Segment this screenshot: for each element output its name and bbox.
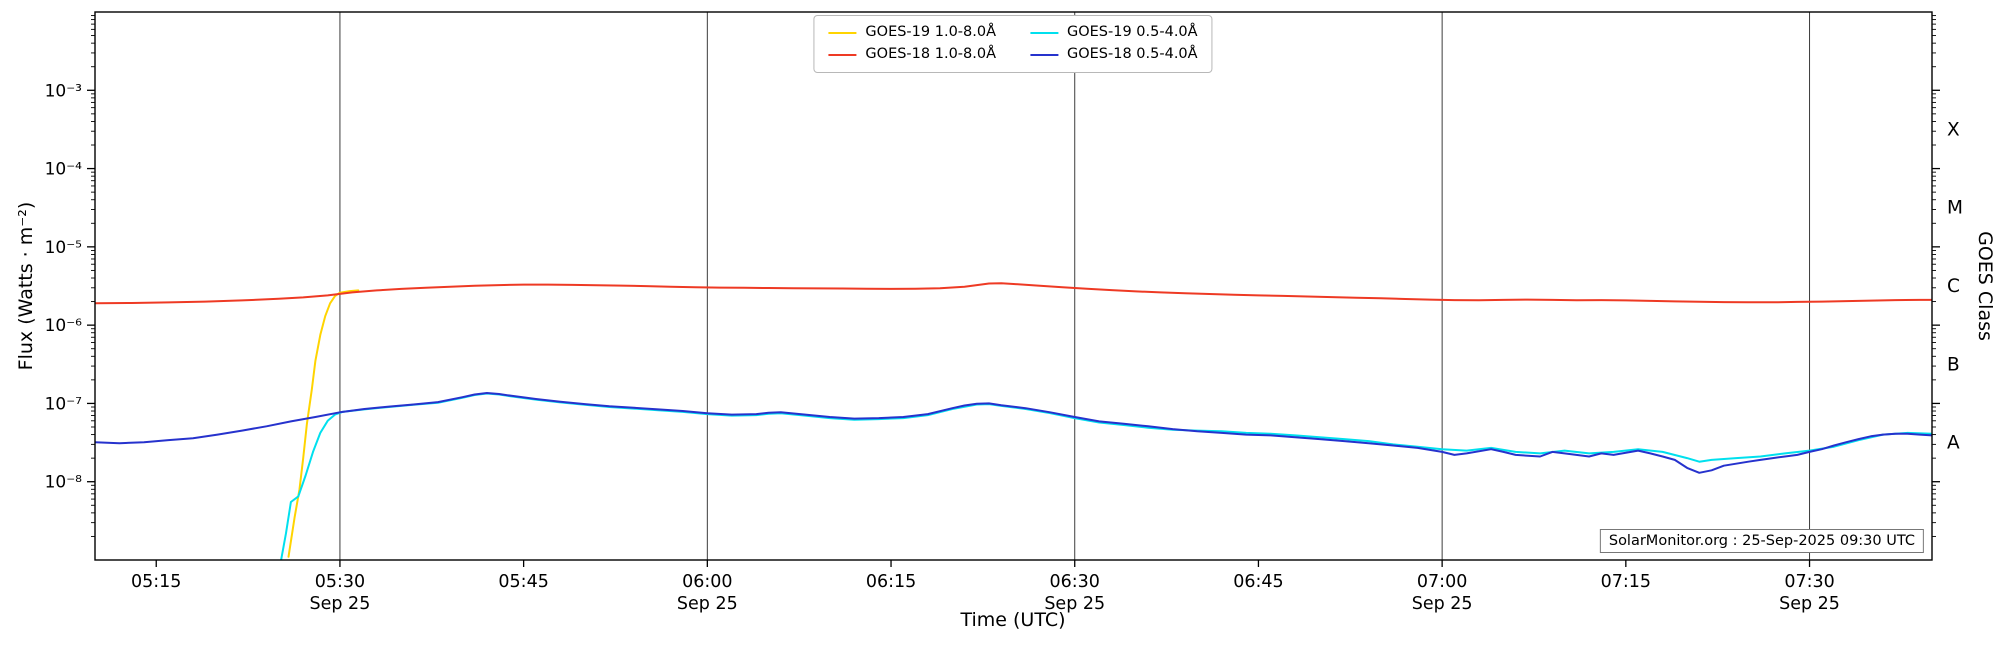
legend-label: GOES-18 1.0-8.0Å [865, 45, 996, 62]
x-tick-label: 07:15 [1601, 572, 1651, 592]
legend-item-3: GOES-18 0.5-4.0Å [1030, 45, 1198, 63]
goes-class-label-c: C [1947, 276, 1960, 297]
x-axis-label-time: Time (UTC) [960, 609, 1066, 631]
x-tick-label: 07:00 [1417, 572, 1467, 592]
x-tick-date-label: Sep 25 [310, 594, 371, 614]
y-tick-label: 10⁻⁷ [45, 394, 83, 414]
plot-border [94, 11, 1933, 561]
y-axis-label-goes-class: GOES Class [1974, 231, 1996, 341]
x-tick-label: 06:30 [1050, 572, 1100, 592]
legend-item-0: GOES-19 1.0-8.0Å [828, 24, 996, 41]
x-tick-date-label: Sep 25 [1044, 594, 1105, 614]
x-tick-label: 05:45 [498, 572, 548, 592]
series-line-goes-19-1-0-8-0a [287, 289, 360, 558]
x-tick-date-label: Sep 25 [677, 594, 738, 614]
goes-class-label-x: X [1947, 119, 1960, 140]
x-tick-label: 06:45 [1233, 572, 1283, 592]
legend-label: GOES-19 0.5-4.0Å [1067, 24, 1198, 40]
x-tick-label: 05:30 [315, 572, 365, 592]
legend-line-swatch [1030, 53, 1058, 56]
legend-line-swatch [828, 53, 857, 56]
y-tick-label: 10⁻⁶ [45, 316, 83, 336]
legend: GOES-19 1.0-8.0Å GOES-18 1.0-8.0Å GOES-19 … [813, 15, 1213, 73]
goes-class-label-m: M [1947, 198, 1963, 219]
goes-class-label-a: A [1947, 433, 1960, 454]
legend-line-swatch [828, 31, 857, 34]
y-tick-label: 10⁻³ [45, 81, 82, 101]
series-line-goes-18-0-5-4-0a [95, 392, 1932, 474]
source-annotation: SolarMonitor.org : 25-Sep-2025 09:30 UTC [1599, 529, 1924, 553]
x-tick-label: 07:30 [1784, 572, 1834, 592]
series-line-goes-18-1-0-8-0a [95, 282, 1932, 305]
legend-line-swatch [1030, 31, 1058, 34]
x-tick-label: 06:00 [682, 572, 732, 592]
x-tick-date-label: Sep 25 [1779, 594, 1840, 614]
legend-item-1: GOES-18 1.0-8.0Å [828, 45, 996, 63]
legend-item-2: GOES-19 0.5-4.0Å [1030, 24, 1198, 41]
legend-label: GOES-19 1.0-8.0Å [865, 24, 996, 40]
goes-class-label-b: B [1947, 354, 1960, 375]
y-tick-label: 10⁻⁸ [45, 473, 83, 493]
y-axis-label-flux: Flux (Watts · m⁻²) [15, 201, 37, 371]
y-tick-label: 10⁻⁴ [45, 160, 83, 180]
x-tick-label: 05:15 [131, 572, 181, 592]
x-tick-date-label: Sep 25 [1412, 594, 1473, 614]
x-tick-label: 06:15 [866, 572, 916, 592]
legend-label: GOES-18 0.5-4.0Å [1067, 45, 1198, 62]
y-tick-label: 10⁻⁵ [45, 238, 82, 258]
